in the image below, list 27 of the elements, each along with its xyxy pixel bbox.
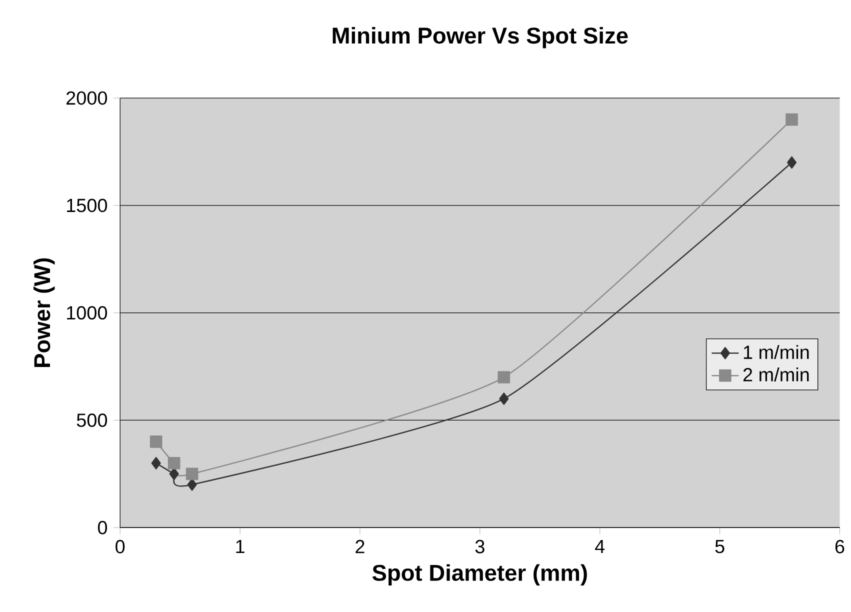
point xyxy=(786,113,798,126)
y-tick-label: 0 xyxy=(98,521,108,534)
point xyxy=(168,457,180,470)
x-tick-label: 5 xyxy=(715,540,724,554)
x-tick-label: 6 xyxy=(835,540,844,554)
x-axis-title: Spot Diameter (mm) xyxy=(372,564,587,586)
x-tick-label: 4 xyxy=(595,540,605,554)
chart-title: Minium Power Vs Spot Size xyxy=(332,27,628,48)
y-tick-label: 1500 xyxy=(67,198,108,212)
point xyxy=(150,436,162,448)
point xyxy=(186,468,198,480)
legend-label: 2 m/min xyxy=(743,368,809,382)
x-tick-label: 1 xyxy=(236,540,244,554)
y-tick-label: 1000 xyxy=(67,306,108,320)
point xyxy=(498,371,510,384)
legend-label: 1 m/min xyxy=(744,345,809,360)
x-tick-label: 0 xyxy=(116,540,125,554)
x-tick-label: 3 xyxy=(475,540,484,554)
y-axis-title: Power (W) xyxy=(34,258,55,368)
point xyxy=(169,468,179,480)
point xyxy=(499,392,509,406)
point xyxy=(187,478,197,491)
point xyxy=(786,156,797,169)
x-tick-label: 2 xyxy=(356,540,364,554)
point xyxy=(151,457,161,470)
y-tick-label: 500 xyxy=(76,414,108,428)
y-tick-label: 2000 xyxy=(66,91,108,105)
